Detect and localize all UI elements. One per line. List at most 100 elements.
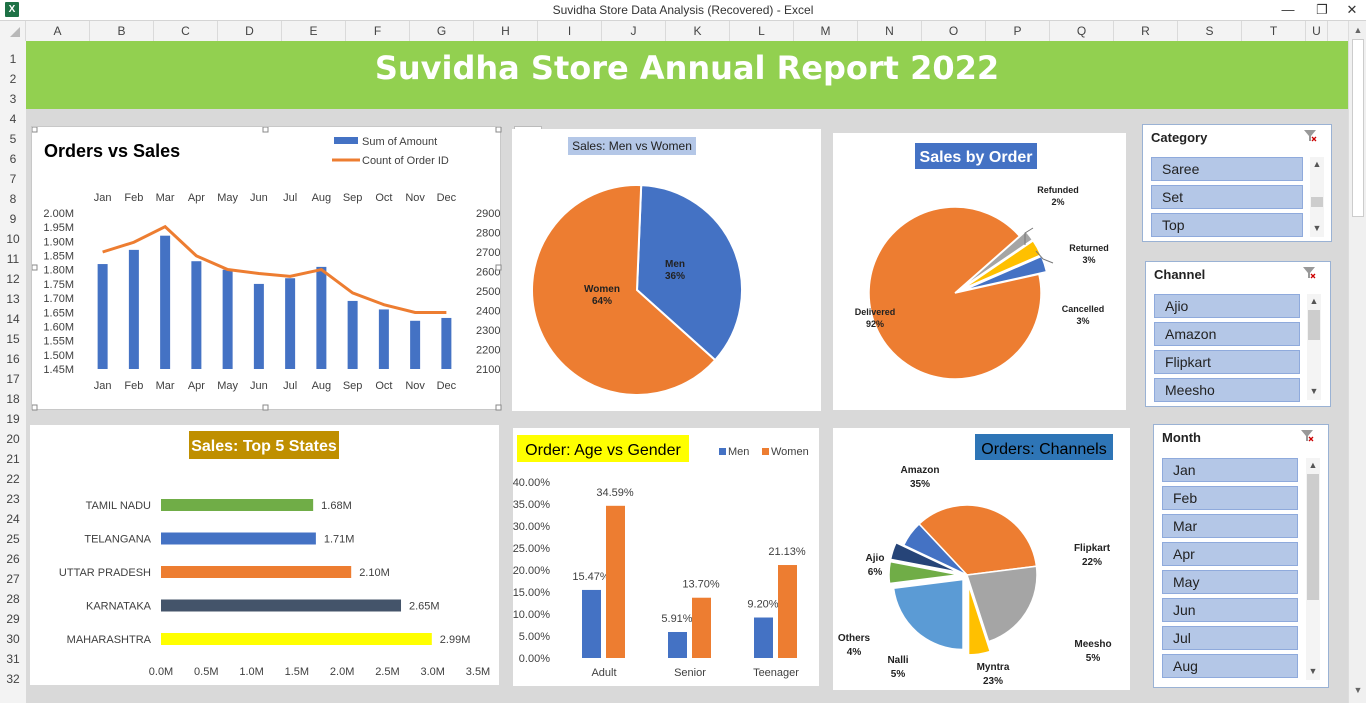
month-slicer-scrollbar[interactable]: ▲ ▼ <box>1306 458 1320 680</box>
scroll-down-icon[interactable]: ▼ <box>1308 666 1318 676</box>
column-header-a[interactable]: A <box>26 21 90 41</box>
slicer-item-mar[interactable]: Mar <box>1162 514 1298 538</box>
column-header-k[interactable]: K <box>666 21 730 41</box>
row-header-14[interactable]: 14 <box>6 312 20 326</box>
scroll-thumb[interactable] <box>1307 474 1319 600</box>
category-slicer-scrollbar[interactable]: ▲ ▼ <box>1310 157 1324 237</box>
column-header-s[interactable]: S <box>1178 21 1242 41</box>
row-header-16[interactable]: 16 <box>6 352 20 366</box>
column-header-n[interactable]: N <box>858 21 922 41</box>
row-header-27[interactable]: 27 <box>6 572 20 586</box>
row-header-28[interactable]: 28 <box>6 592 20 606</box>
column-header-u[interactable]: U <box>1306 21 1328 41</box>
row-header-20[interactable]: 20 <box>6 432 20 446</box>
report-banner[interactable]: Suvidha Store Annual Report 2022 <box>26 41 1348 109</box>
row-header-5[interactable]: 5 <box>9 132 17 146</box>
age-vs-gender-chart[interactable]: Order: Age vs Gender Men Women 40.00% 35.00%… <box>513 428 819 686</box>
row-header-22[interactable]: 22 <box>6 472 20 486</box>
row-header-26[interactable]: 26 <box>6 552 20 566</box>
slicer-item-flipkart[interactable]: Flipkart <box>1154 350 1300 374</box>
column-header-o[interactable]: O <box>922 21 986 41</box>
column-header-t[interactable]: T <box>1242 21 1306 41</box>
slicer-item-meesho[interactable]: Meesho <box>1154 378 1300 402</box>
slicer-item-apr[interactable]: Apr <box>1162 542 1298 566</box>
scroll-down-icon[interactable]: ▼ <box>1312 223 1322 233</box>
slicer-item-aug[interactable]: Aug <box>1162 654 1298 678</box>
row-header-29[interactable]: 29 <box>6 612 20 626</box>
close-button[interactable]: ✕ <box>1346 2 1358 17</box>
row-header-4[interactable]: 4 <box>9 112 17 126</box>
scroll-thumb[interactable] <box>1352 39 1364 217</box>
scroll-down-icon[interactable]: ▼ <box>1309 386 1319 396</box>
row-header-1[interactable]: 1 <box>9 52 17 66</box>
clear-filter-icon[interactable] <box>1302 266 1316 280</box>
row-header-10[interactable]: 10 <box>6 232 20 246</box>
slicer-item-feb[interactable]: Feb <box>1162 486 1298 510</box>
column-header-g[interactable]: G <box>410 21 474 41</box>
channel-slicer-scrollbar[interactable]: ▲ ▼ <box>1307 294 1321 400</box>
row-header-7[interactable]: 7 <box>9 172 17 186</box>
row-header-30[interactable]: 30 <box>6 632 20 646</box>
sheet-vertical-scrollbar[interactable]: ▲ ▼ <box>1348 21 1366 703</box>
row-header-19[interactable]: 19 <box>6 412 20 426</box>
slicer-item-set[interactable]: Set <box>1151 185 1303 209</box>
column-header-f[interactable]: F <box>346 21 410 41</box>
column-header-b[interactable]: B <box>90 21 154 41</box>
sales-by-order-chart[interactable]: Sales by Order Delivered 92% Refunded 2% Retu… <box>833 133 1126 410</box>
scroll-up-icon[interactable]: ▲ <box>1353 25 1363 35</box>
slicer-item-jan[interactable]: Jan <box>1162 458 1298 482</box>
row-header-8[interactable]: 8 <box>9 192 17 206</box>
row-header-11[interactable]: 11 <box>6 252 20 266</box>
column-header-c[interactable]: C <box>154 21 218 41</box>
minimize-button[interactable]: — <box>1281 2 1295 17</box>
slicer-item-jul[interactable]: Jul <box>1162 626 1298 650</box>
column-header-d[interactable]: D <box>218 21 282 41</box>
scroll-thumb[interactable] <box>1308 310 1320 340</box>
slicer-item-top[interactable]: Top <box>1151 213 1303 237</box>
column-header-p[interactable]: P <box>986 21 1050 41</box>
row-header-6[interactable]: 6 <box>9 152 17 166</box>
sales-men-vs-women-chart[interactable]: Sales: Men vs Women Men 36% Women 64% <box>512 129 821 411</box>
column-header-i[interactable]: I <box>538 21 602 41</box>
column-header-j[interactable]: J <box>602 21 666 41</box>
month-slicer[interactable]: Month Jan Feb Mar Apr May Jun Jul Aug ▲ … <box>1153 424 1329 688</box>
row-header-25[interactable]: 25 <box>6 532 20 546</box>
row-header-2[interactable]: 2 <box>9 72 17 86</box>
scroll-thumb[interactable] <box>1311 197 1323 207</box>
column-header-r[interactable]: R <box>1114 21 1178 41</box>
column-header-h[interactable]: H <box>474 21 538 41</box>
row-header-3[interactable]: 3 <box>9 92 17 106</box>
slicer-item-saree[interactable]: Saree <box>1151 157 1303 181</box>
orders-channels-chart[interactable]: Orders: Channels Amazon 35% Flipkart 22% Mees… <box>833 428 1130 690</box>
orders-vs-sales-chart[interactable]: Orders vs Sales Sum of Amount Count of Ord… <box>31 126 502 411</box>
column-header-l[interactable]: L <box>730 21 794 41</box>
slicer-item-amazon[interactable]: Amazon <box>1154 322 1300 346</box>
row-header-15[interactable]: 15 <box>6 332 20 346</box>
row-header-17[interactable]: 17 <box>6 372 20 386</box>
clear-filter-icon[interactable] <box>1303 129 1317 143</box>
slicer-item-ajio[interactable]: Ajio <box>1154 294 1300 318</box>
scroll-down-icon[interactable]: ▼ <box>1353 685 1363 695</box>
column-header-m[interactable]: M <box>794 21 858 41</box>
top-5-states-chart[interactable]: Sales: Top 5 States TAMIL NADU 1.68M TELANG… <box>30 425 499 685</box>
row-header-12[interactable]: 12 <box>6 272 20 286</box>
row-header-32[interactable]: 32 <box>6 672 20 686</box>
slicer-item-may[interactable]: May <box>1162 570 1298 594</box>
category-slicer[interactable]: Category Saree Set Top ▲ ▼ <box>1142 124 1332 242</box>
row-header-9[interactable]: 9 <box>9 212 17 226</box>
row-header-24[interactable]: 24 <box>6 512 20 526</box>
row-header-31[interactable]: 31 <box>6 652 20 666</box>
scroll-up-icon[interactable]: ▲ <box>1309 296 1319 306</box>
row-header-23[interactable]: 23 <box>6 492 20 506</box>
scroll-up-icon[interactable]: ▲ <box>1312 159 1322 169</box>
row-header-13[interactable]: 13 <box>6 292 20 306</box>
column-header-q[interactable]: Q <box>1050 21 1114 41</box>
select-all-corner[interactable] <box>0 21 26 41</box>
scroll-up-icon[interactable]: ▲ <box>1308 460 1318 470</box>
column-header-e[interactable]: E <box>282 21 346 41</box>
row-header-21[interactable]: 21 <box>6 452 20 466</box>
row-header-18[interactable]: 18 <box>6 392 20 406</box>
clear-filter-icon[interactable] <box>1300 429 1314 443</box>
slicer-item-jun[interactable]: Jun <box>1162 598 1298 622</box>
channel-slicer[interactable]: Channel Ajio Amazon Flipkart Meesho ▲ ▼ <box>1145 261 1331 407</box>
